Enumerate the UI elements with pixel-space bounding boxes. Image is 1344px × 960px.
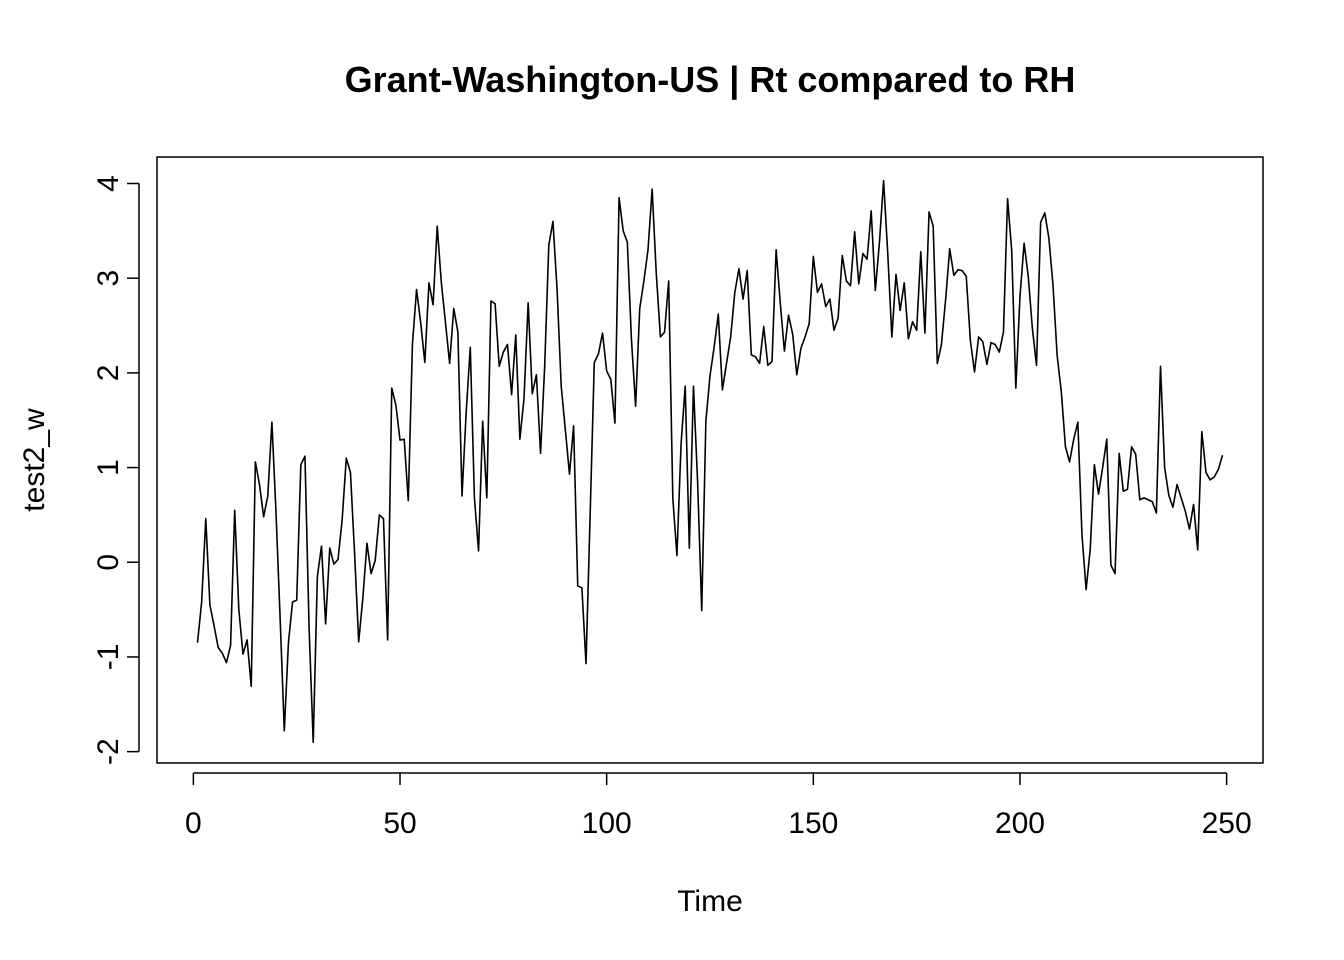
y-tick-label: -2: [92, 738, 125, 765]
y-tick-label: 4: [92, 175, 125, 192]
y-axis-label: test2_w: [18, 408, 51, 512]
x-tick-label: 0: [185, 807, 202, 840]
series-line: [196, 179, 1224, 743]
x-tick-label: 250: [1202, 807, 1252, 840]
x-axis: 0 50 100 150 200 250: [185, 772, 1252, 840]
y-tick-label: 2: [92, 365, 125, 382]
y-tick-label: -1: [92, 644, 125, 671]
x-axis-label: Time: [677, 885, 743, 918]
y-tick-label: 0: [92, 554, 125, 571]
y-tick-label: 1: [92, 459, 125, 476]
x-tick-label: 200: [995, 807, 1045, 840]
x-tick-label: 150: [788, 807, 838, 840]
x-tick-label: 50: [383, 807, 416, 840]
chart-title: Grant-Washington-US | Rt compared to RH: [345, 59, 1076, 101]
y-tick-label: 3: [92, 270, 125, 287]
series-layer: [196, 179, 1224, 743]
y-axis: -2 -1 0 1 2 3 4: [92, 175, 140, 765]
plot-frame: [156, 156, 1264, 764]
x-tick-label: 100: [582, 807, 632, 840]
